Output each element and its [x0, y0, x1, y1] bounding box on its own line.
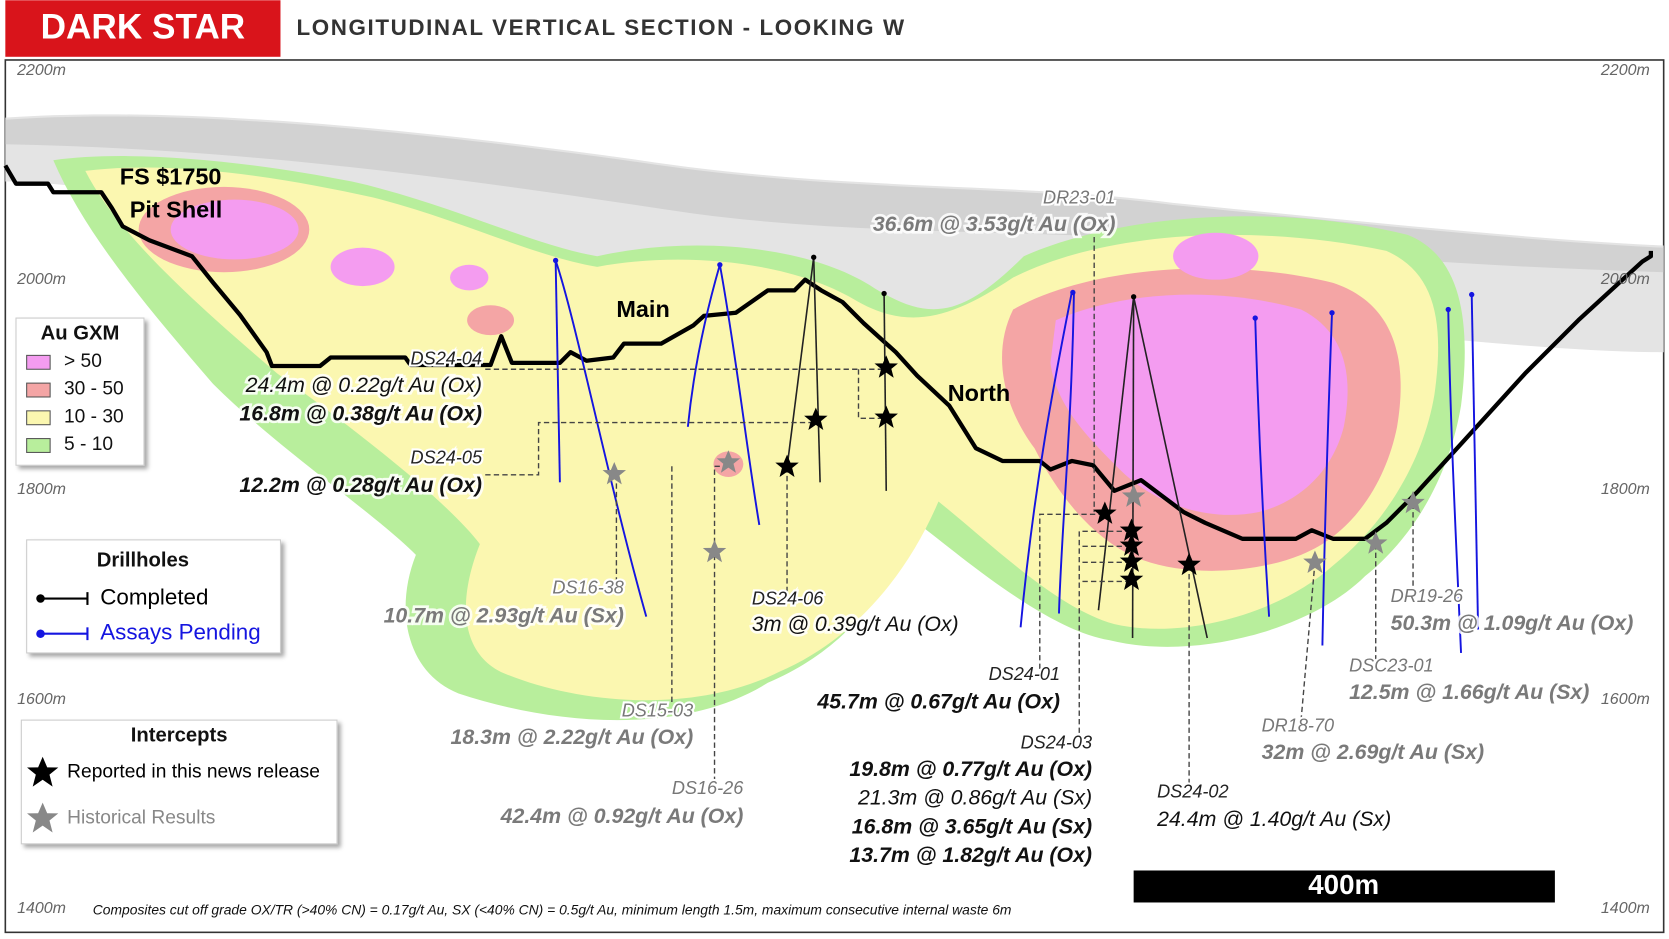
legend-label: Historical Results	[67, 807, 215, 828]
elevation-label: 2200m	[1600, 62, 1650, 79]
legend-swatch	[26, 410, 51, 426]
scale-bar-label: 400m	[1308, 869, 1379, 900]
intercept: 21.3m @ 0.86g/t Au (Sx)	[857, 786, 1092, 810]
intercept: 19.8m @ 0.77g/t Au (Ox)	[849, 757, 1092, 781]
hole-id: DS16-38	[552, 578, 623, 598]
elevation-label: 1800m	[1601, 481, 1650, 498]
intercept: 12.2m @ 0.28g/t Au (Ox)	[239, 473, 482, 497]
elevation-label: 2000m	[1600, 271, 1650, 288]
legend-swatch	[26, 354, 51, 370]
legend-label: Completed	[100, 584, 208, 609]
intercept: 24.4m @ 1.40g/t Au (Sx)	[1156, 807, 1391, 831]
hole-id: DS24-03	[1021, 732, 1092, 752]
intercept: 36.6m @ 3.53g/t Au (Ox)	[873, 212, 1116, 236]
grade-shells	[53, 156, 1465, 721]
hole-id: DS24-05	[411, 448, 483, 468]
drillholes	[552, 254, 1480, 653]
legend-label: > 50	[64, 351, 102, 372]
legend-label: Assays Pending	[100, 620, 260, 645]
pit-shell-label: FS $1750	[120, 164, 222, 190]
scale-bar	[1133, 870, 1555, 903]
elevation-label: 1800m	[17, 481, 66, 498]
legend-dot	[36, 594, 45, 603]
intercept: 45.7m @ 0.67g/t Au (Ox)	[816, 690, 1060, 714]
legend-swatch	[26, 382, 51, 398]
legend-title: Drillholes	[97, 550, 189, 572]
intercept: 16.8m @ 3.65g/t Au (Sx)	[852, 814, 1092, 838]
hole-id: DSC23-01	[1349, 656, 1434, 676]
intercept: 10.7m @ 2.93g/t Au (Sx)	[384, 603, 624, 627]
legend-title: Au GXM	[41, 322, 120, 344]
intercept: 13.7m @ 1.82g/t Au (Ox)	[849, 843, 1092, 867]
elevation-label: 1400m	[1601, 900, 1650, 917]
legend-label: 10 - 30	[64, 406, 124, 427]
hole-id: DR23-01	[1043, 187, 1115, 207]
intercept: 32m @ 2.69g/t Au (Sx)	[1262, 740, 1485, 764]
elevation-label: 1400m	[17, 900, 66, 917]
elevation-label: 2000m	[16, 271, 66, 288]
footnote: Composites cut off grade OX/TR (>40% CN)…	[93, 902, 1012, 918]
hole-id: DS16-26	[672, 778, 744, 798]
legend-box	[20, 719, 338, 845]
legend-dot	[36, 629, 45, 638]
intercept: 3m @ 0.39g/t Au (Ox)	[752, 612, 959, 636]
intercept: 24.4m @ 0.22g/t Au (Ox)	[245, 373, 482, 397]
intercept: 12.5m @ 1.66g/t Au (Sx)	[1349, 680, 1589, 704]
legends: Au GXM > 50 30 - 50 10 - 30 5 - 10 Drillholes…	[15, 317, 338, 845]
pit-shell-label: Pit Shell	[130, 197, 223, 223]
hole-id: DS24-02	[1157, 781, 1228, 801]
legend-swatch	[26, 438, 51, 453]
intercept: 50.3m @ 1.09g/t Au (Ox)	[1391, 611, 1634, 635]
intercept: 42.4m @ 0.92g/t Au (Ox)	[500, 804, 744, 828]
hole-id: DR19-26	[1391, 586, 1464, 606]
elevation-label: 1600m	[1601, 691, 1650, 708]
legend-title: Intercepts	[131, 724, 228, 746]
elevation-label: 2200m	[16, 62, 66, 79]
title: LONGITUDINAL VERTICAL SECTION - LOOKING …	[296, 15, 905, 40]
legend-label: 5 - 10	[64, 434, 113, 455]
logo-box	[5, 0, 281, 57]
legend-label: Reported in this news release	[67, 761, 320, 782]
zone-label: Main	[616, 296, 669, 322]
legend-label: 30 - 50	[64, 379, 124, 400]
hole-id: DS24-04	[411, 348, 482, 368]
hole-id: DS15-03	[622, 700, 693, 720]
hole-id: DS24-06	[752, 588, 824, 608]
hole-id: DS24-01	[989, 664, 1060, 684]
intercept: 16.8m @ 0.38g/t Au (Ox)	[239, 402, 482, 426]
pit-shell	[3, 164, 1654, 541]
elevation-label: 1600m	[17, 691, 66, 708]
hole-id: DR18-70	[1262, 715, 1334, 735]
intercept: 18.3m @ 2.22g/t Au (Ox)	[451, 725, 694, 749]
logo: DARK STAR	[41, 7, 246, 46]
zone-label: North	[948, 380, 1011, 406]
